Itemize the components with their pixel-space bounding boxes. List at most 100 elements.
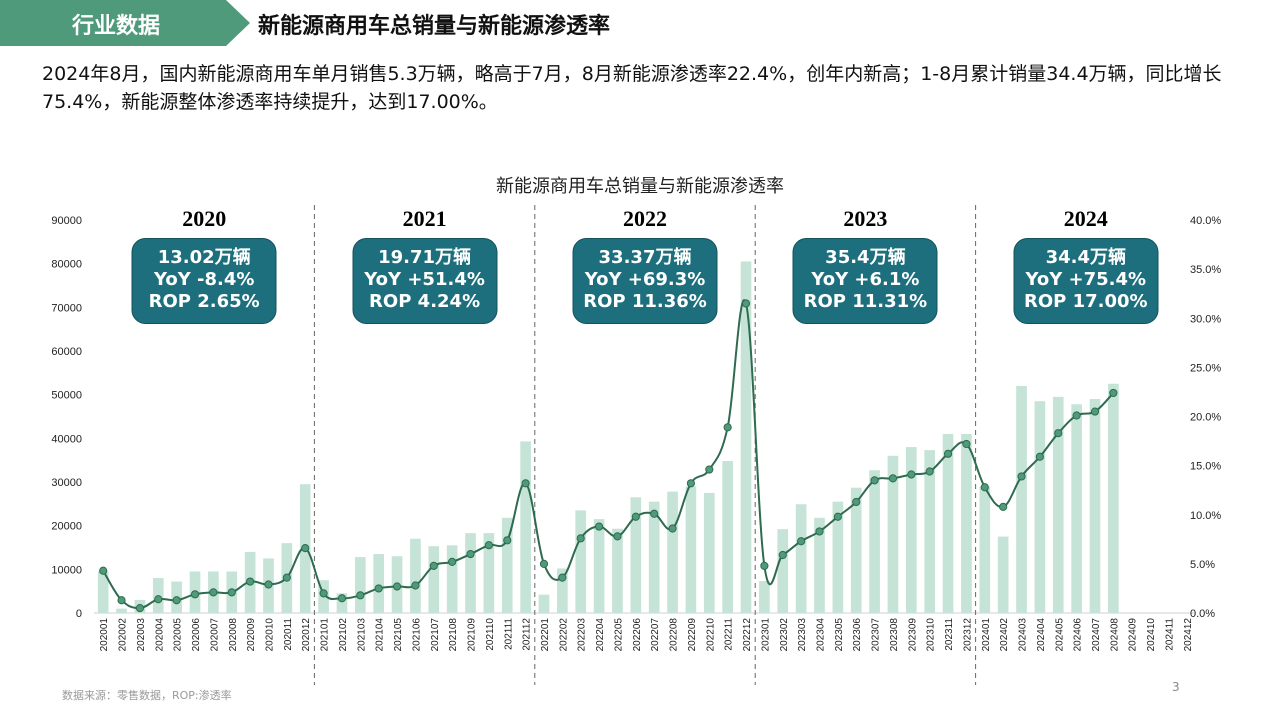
slide-title: 新能源商用车总销量与新能源渗透率: [258, 14, 611, 39]
line-point: [705, 465, 714, 474]
line-point: [99, 566, 108, 575]
x-tick-label: 202102: [338, 618, 349, 652]
bar: [354, 557, 366, 613]
line-point: [319, 589, 328, 598]
bar: [410, 538, 421, 613]
x-tick-label: 202011: [283, 618, 294, 651]
bar: [373, 554, 385, 613]
x-tick-label: 202401: [981, 618, 992, 652]
section-tag: 行业数据: [0, 0, 250, 46]
x-tick-label: 202403: [1018, 618, 1029, 652]
x-tick-label: 202405: [1054, 618, 1065, 652]
year-summary-line1: 33.37万辆: [598, 247, 692, 268]
page-number: 3: [1172, 680, 1180, 694]
x-tick-label: 202311: [944, 618, 955, 651]
summary-text: 2024年8月，国内新能源商用车单月销售5.3万辆，略高于7月，8月新能源渗透率…: [42, 63, 1222, 113]
year-summary-box: 33.37万辆 YoY +69.3% ROP 11.36%: [572, 238, 718, 324]
x-tick-label: 202008: [228, 618, 239, 652]
year-label: 2022: [623, 206, 667, 231]
year-summary-line3: ROP 11.31%: [803, 291, 928, 312]
y-right-tick-label: 15.0%: [1190, 461, 1221, 473]
year-summary-line1: 19.71万辆: [378, 247, 472, 268]
y-left-tick-label: 60000: [51, 346, 82, 358]
y-left-tick-label: 90000: [51, 215, 82, 227]
year-label: 2024: [1063, 206, 1108, 231]
x-tick-label: 202009: [246, 618, 257, 652]
bar: [557, 568, 568, 613]
x-tick-label: 202411: [1164, 618, 1175, 651]
x-tick-label: 202210: [705, 618, 716, 652]
penetration-line: [102, 299, 1115, 610]
line-point: [686, 479, 696, 488]
bar: [630, 497, 642, 613]
bar: [1089, 399, 1101, 613]
year-label: 2021: [402, 206, 447, 231]
line-point: [870, 476, 879, 485]
line-point: [135, 603, 145, 613]
year-summary-line3: ROP 11.36%: [583, 291, 707, 312]
section-tag-label: 行业数据: [72, 14, 161, 39]
x-tick-label: 202101: [320, 618, 331, 652]
x-tick-label: 202309: [907, 618, 918, 652]
year-summary-box: 13.02万辆 YoY -8.4% ROP 2.65%: [131, 238, 277, 324]
x-tick-label: 202310: [926, 618, 937, 652]
line-point: [246, 577, 255, 586]
bar: [1052, 396, 1064, 613]
line-point: [1054, 429, 1063, 438]
line-point: [576, 534, 585, 543]
y-left-tick-label: 40000: [51, 433, 82, 445]
bar: [1108, 383, 1119, 613]
y-left-tick-label: 80000: [51, 259, 82, 271]
line-point: [943, 449, 953, 458]
x-tick-label: 202408: [1109, 618, 1120, 652]
x-tick-label: 202306: [852, 618, 863, 652]
line-point: [154, 595, 163, 604]
line-point: [723, 423, 732, 432]
line-point: [668, 524, 677, 533]
line-point: [778, 550, 787, 560]
year-summary-box: 19.71万辆 YoY +51.4% ROP 4.24%: [352, 238, 498, 324]
bar: [1071, 404, 1082, 613]
line-point: [741, 299, 751, 308]
line-point: [962, 439, 971, 449]
x-tick-label: 202303: [797, 618, 808, 652]
x-tick-label: 202407: [1091, 618, 1102, 652]
x-tick-label: 202204: [595, 618, 606, 652]
bar: [777, 529, 789, 613]
bar: [832, 501, 844, 613]
bar: [685, 486, 697, 613]
x-tick-label: 202308: [889, 618, 900, 652]
line-point: [558, 573, 567, 582]
line-point: [466, 549, 475, 559]
line-point: [594, 522, 604, 531]
tag-shape: [0, 0, 250, 46]
y-right-tick-label: 0.0%: [1190, 608, 1215, 620]
x-tick-label: 202203: [577, 618, 588, 652]
line-point: [760, 561, 769, 570]
line-point: [117, 596, 126, 605]
bar: [538, 594, 550, 613]
line-point: [925, 467, 934, 476]
line-point: [521, 479, 530, 488]
year-label: 2020: [182, 206, 227, 231]
line-point: [650, 509, 659, 518]
x-tick-label: 202202: [558, 618, 569, 652]
x-tick-label: 202305: [834, 618, 845, 652]
line-point: [282, 573, 291, 582]
line-point: [227, 588, 236, 597]
line-point: [356, 591, 365, 600]
y-right-tick-label: 5.0%: [1190, 559, 1215, 571]
combo-chart: 0 10000 20000 30000 40000 50000 60000 70000 8000…: [51, 205, 1221, 685]
x-tick-label: 202301: [760, 618, 771, 652]
x-tick-label: 202304: [815, 618, 826, 652]
bar: [703, 492, 715, 613]
x-tick-label: 202410: [1146, 618, 1157, 652]
line-point: [484, 541, 493, 550]
bar: [924, 450, 936, 613]
bar: [648, 501, 660, 613]
year-summary-line2: YoY +51.4%: [364, 269, 485, 290]
y-left-tick-label: 0: [76, 608, 82, 620]
y-right-tick-label: 30.0%: [1190, 313, 1221, 325]
year-label: 2023: [843, 206, 888, 231]
x-tick-label: 202302: [779, 618, 790, 652]
